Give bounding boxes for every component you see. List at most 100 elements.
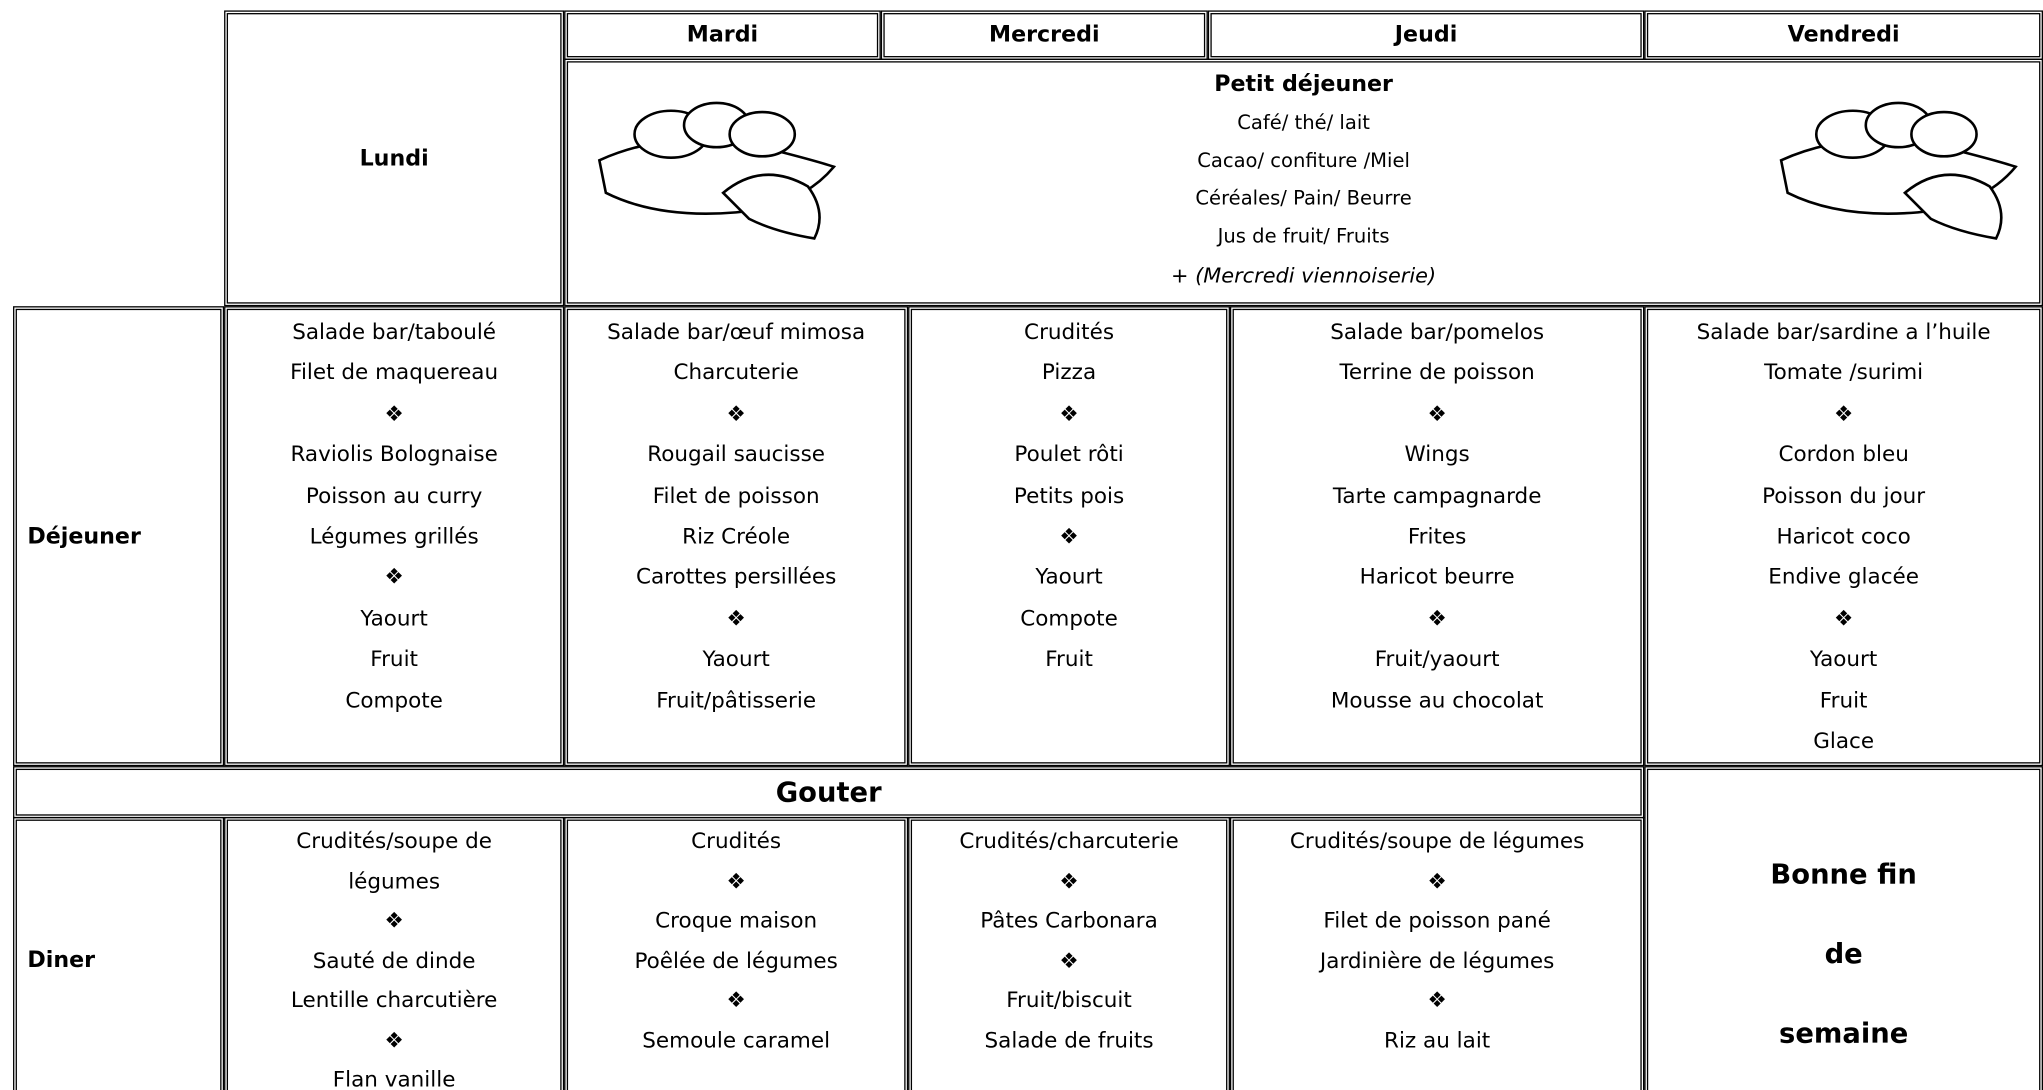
menu-line: ❖ [726,401,746,426]
menu-line: Poisson au curry [305,482,483,508]
menu-line: Haricot coco [1776,523,1911,549]
lunch-cell: Salade bar/taboulé Filet de maquereau ❖ Rav… [224,306,565,767]
row-label: Diner [13,816,225,1090]
menu-line: Cordon bleu [1778,441,1909,467]
menu-line: Carottes persillées [635,564,837,590]
menu-line: Yaourt [702,646,770,672]
menu-line: ❖ [1833,605,1854,631]
menu-line: ❖ [1059,401,1079,426]
menu-line: Charcuterie [673,360,799,385]
menu-line: légumes [348,868,441,894]
menu-line: Salade de fruits [984,1027,1154,1053]
menu-line: Terrine de poisson [1339,360,1535,385]
weekend-cell: Bonne fin de semaine [1644,766,2043,1090]
day-header: Mardi [564,10,881,60]
menu-line: ❖ [1059,868,1079,894]
menu-line: Lentille charcutière [290,987,498,1013]
menu-line: Sauté de dinde [312,947,476,973]
menu-line: Yaourt [1809,646,1878,672]
dinner-cell: Crudités/soupe de légumes ❖ Sauté de dinde L… [224,816,565,1090]
menu-line: Poisson du jour [1762,482,1926,508]
menu-line: ❖ [384,564,404,590]
menu-line: Salade bar/taboulé [292,319,497,344]
menu-line: Mercredi [989,22,1100,49]
menu-line: Pâtes Carbonara [980,908,1158,933]
menu-line: Rougail saucisse [647,441,826,467]
menu-line: Filet de maquereau [290,360,499,385]
day-header: Vendredi [1644,10,2043,60]
menu-line: Jeudi [1394,22,1458,49]
menu-line: Crudités [1024,319,1115,344]
menu-line: ❖ [726,987,746,1013]
menu-line: Flan vanille [332,1067,456,1090]
menu-line: Mousse au chocolat [1330,687,1544,713]
menu-line: Fruit [370,646,418,672]
menu-line: Poêlée de légumes [634,947,838,973]
menu-line: Salade bar/œuf mimosa [607,319,866,344]
menu-line: Fruit/biscuit [1006,987,1132,1013]
menu-line: Crudités [691,828,782,854]
menu-line: ❖ [1427,987,1447,1013]
menu-line: ❖ [726,868,746,894]
menu-line: Crudités/soupe de [296,828,493,854]
menu-line: Pizza [1041,360,1097,385]
menu-line: ❖ [384,1027,404,1053]
menu-line: Tomate /surimi [1764,360,1924,385]
menu-line: Compote [345,687,443,713]
menu-line: Vendredi [1787,22,1900,49]
menu-line: ❖ [1833,401,1854,426]
lunch-cell: Salade bar/œuf mimosa Charcuterie ❖ Rougail… [564,306,909,767]
gouter-cell: Gouter [13,766,1645,819]
lunch-cell: Salade bar/pomelos Terrine de poisson ❖ Win… [1229,306,1645,767]
menu-line: Wings [1404,441,1470,467]
menu-line: Déjeuner [27,523,141,550]
menu-line: Petit déjeuner [1214,71,1393,98]
dinner-cell: Crudités/charcuterie ❖ Pâtes Carbonara ❖ Fru… [908,816,1230,1090]
menu-line: ❖ [384,908,404,933]
dinner-cell: Crudités/soupe de légumes ❖ Filet de poiss… [1229,816,1645,1090]
menu-line: Compote [1020,605,1118,631]
menu-line: Café/ thé/ lait [1237,110,1370,135]
menu-line: Salade bar/sardine a l’huile [1696,319,1991,344]
menu-line: Raviolis Bolognaise [290,441,498,467]
menu-line: Mardi [686,22,759,49]
day-header: Jeudi [1207,10,1645,60]
menu-line: Fruit/yaourt [1374,646,1500,672]
menu-line: ❖ [1427,868,1447,894]
breakfast-basket-left [597,101,837,240]
menu-line: Tarte campagnarde [1332,482,1542,508]
menu-line: Salade bar/pomelos [1330,319,1545,344]
menu-line: ❖ [1059,523,1079,549]
menu-line: Glace [1813,728,1875,754]
menu-line: Endive glacée [1768,564,1919,590]
menu-line: semaine [1779,1017,1909,1049]
menu-line: ❖ [1427,401,1447,426]
row-label: Déjeuner [13,306,225,767]
breakfast-cell: Petit déjeuner Café/ thé/ lait Cacao/ conf… [564,58,2043,307]
menu-line: Frites [1407,523,1467,549]
menu-line: de [1824,938,1863,970]
day-header: Mercredi [880,10,1208,60]
lunch-cell: Salade bar/sardine a l’huile Tomate /suri… [1644,306,2043,767]
menu-line: Fruit [1045,646,1093,672]
menu-line: Poulet rôti [1014,441,1124,467]
day-header: Lundi [224,10,565,307]
menu-line: Croque maison [655,908,818,933]
menu-line: Yaourt [360,605,428,631]
lunch-cell: Crudités Pizza ❖ Poulet rôti Petits pois ❖ Yao… [908,306,1230,767]
menu-line: Cacao/ confiture /Miel [1197,148,1410,172]
menu-line: Fruit [1819,687,1868,713]
menu-line: ❖ [1059,947,1079,973]
menu-line: Fruit/pâtisserie [656,687,817,713]
menu-line: Haricot beurre [1359,564,1515,590]
menu-line: ❖ [384,401,404,426]
menu-line: Crudités/soupe de légumes [1289,828,1585,854]
menu-line: Crudités/charcuterie [959,828,1179,854]
menu-line: ❖ [1427,605,1447,631]
menu-line: Légumes grillés [309,523,479,549]
menu-line: Riz au lait [1384,1027,1491,1053]
menu-line: Yaourt [1035,564,1103,590]
menu-line: Diner [27,947,96,974]
breakfast-basket-right [1779,101,2018,240]
